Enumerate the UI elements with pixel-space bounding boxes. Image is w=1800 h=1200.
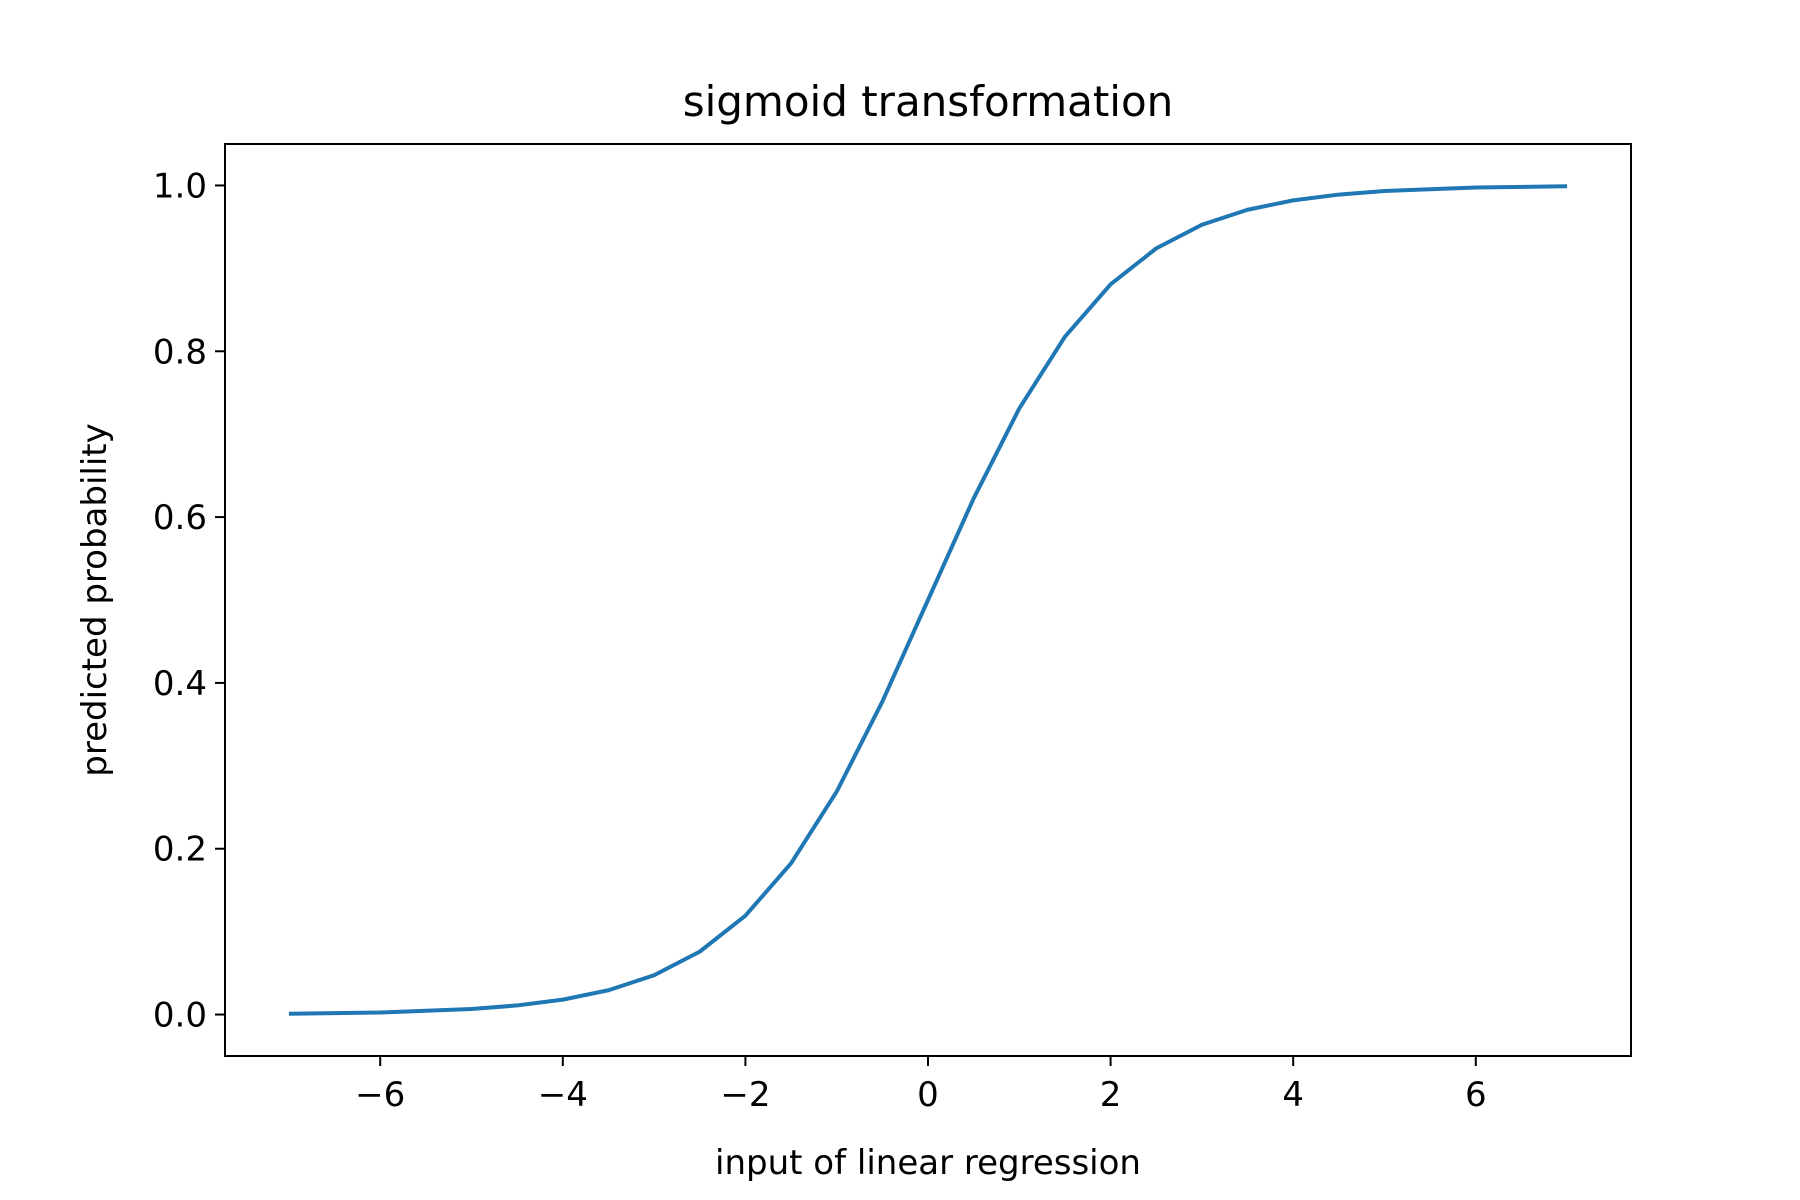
x-tick-label: 2 (1100, 1075, 1122, 1115)
x-tick-label: 6 (1465, 1075, 1487, 1115)
x-tick-label: 4 (1282, 1075, 1304, 1115)
x-tick-label: 0 (917, 1075, 939, 1115)
x-axis-label: input of linear regression (715, 1143, 1141, 1183)
x-tick-label: −6 (355, 1075, 405, 1115)
y-tick-label: 0.6 (153, 498, 207, 538)
series-layer (288, 184, 1568, 1016)
chart-title: sigmoid transformation (683, 77, 1174, 126)
x-tick-label: −2 (720, 1075, 770, 1115)
y-tick-label: 0.2 (153, 830, 207, 870)
y-axis-label: predicted probability (75, 423, 115, 777)
y-tick-label: 0.8 (153, 332, 207, 372)
x-tick-label: −4 (538, 1075, 588, 1115)
y-tick-label: 1.0 (153, 166, 207, 206)
y-axis-ticks: 0.0 0.2 0.4 0.6 0.8 1.0 (153, 166, 225, 1036)
y-tick-label: 0.0 (153, 996, 207, 1036)
x-axis-ticks: −6 −4 −2 0 2 4 6 (355, 1056, 1487, 1115)
y-tick-label: 0.4 (153, 664, 207, 704)
